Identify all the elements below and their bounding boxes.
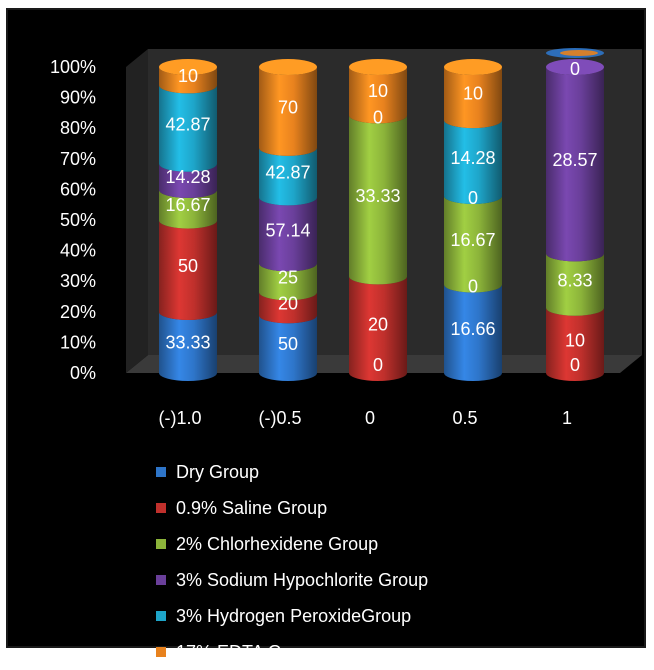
x-tick-label: (-)0.5 (258, 408, 301, 428)
y-tick-label: 50% (60, 210, 96, 230)
bar-dry-group-3 (444, 284, 502, 381)
bar-2-chlorhexidene-group-2 (349, 115, 407, 285)
column-top-cap (546, 59, 604, 75)
y-tick-label: 90% (60, 88, 96, 108)
data-label: 70 (278, 97, 298, 117)
y-tick-label: 30% (60, 271, 96, 291)
bar-2-chlorhexidene-group-1 (259, 263, 317, 301)
data-label: 0 (468, 277, 478, 297)
legend-swatch (156, 647, 166, 657)
legend-item: Dry Group (156, 454, 428, 490)
data-label: 8.33 (557, 271, 592, 291)
x-tick-label: 1 (562, 408, 572, 428)
data-label: 0 (570, 59, 580, 79)
legend-swatch (156, 539, 166, 549)
bar-17-edta-group-1 (259, 67, 317, 156)
x-tick-label: 0 (365, 408, 375, 428)
legend-swatch (156, 503, 166, 513)
legend-label: 17% EDTA Group (176, 641, 318, 662)
y-tick-label: 20% (60, 302, 96, 322)
side-wall (126, 49, 148, 373)
column-top-cap (444, 59, 502, 75)
legend-item: 0.9% Saline Group (156, 490, 428, 526)
bar-3-sodium-hypochlorite-group-0 (159, 163, 217, 198)
column-top-cap (159, 59, 217, 75)
y-tick-label: 40% (60, 241, 96, 261)
data-label: 16.67 (450, 230, 495, 250)
data-label: 16.66 (450, 319, 495, 339)
legend-item: 17% EDTA Group (156, 634, 428, 670)
x-tick-label: 0.5 (452, 408, 477, 428)
legend-label: 2% Chlorhexidene Group (176, 533, 379, 554)
bar-2-chlorhexidene-group-0 (159, 189, 217, 229)
bar-17-edta-group-0 (159, 67, 217, 94)
y-tick-label: 80% (60, 118, 96, 138)
data-label: 0 (468, 188, 478, 208)
data-label: 0 (373, 107, 383, 127)
y-tick-label: 0% (70, 363, 96, 383)
data-label: 20 (368, 315, 388, 335)
data-label: 10 (463, 84, 483, 104)
legend-label: 3% Hydrogen PeroxideGroup (176, 605, 412, 626)
bar-dry-group-1 (259, 315, 317, 381)
column-top-cap (349, 59, 407, 75)
bar-3-hydrogen-peroxidegroup-1 (259, 147, 317, 206)
bar-3-sodium-hypochlorite-group-4 (546, 67, 604, 262)
bar-2-chlorhexidene-group-3 (444, 195, 502, 293)
data-label: 20 (278, 294, 298, 314)
bar-3-hydrogen-peroxidegroup-3 (444, 120, 502, 204)
legend-swatch (156, 467, 166, 477)
legend-label: 0.9% Saline Group (176, 497, 328, 518)
bar-0-9-saline-group-0 (159, 220, 217, 320)
legend-label: Dry Group (176, 461, 260, 482)
y-tick-label: 100% (50, 57, 96, 77)
data-label: 0 (570, 355, 580, 375)
y-tick-label: 70% (60, 149, 96, 169)
stacked-3d-column-chart: 0% 10% 20% 30% 40% 50% 60% 70% 80% 90% 100% 33.33 50… (50, 48, 642, 428)
x-tick-label: (-)1.0 (158, 408, 201, 428)
legend-swatch (156, 611, 166, 621)
data-label: 42.87 (165, 115, 210, 135)
legend-swatch (156, 575, 166, 585)
bar-17-edta-group-3 (444, 67, 502, 129)
column-top-cap (259, 59, 317, 75)
data-label: 57.14 (265, 220, 310, 240)
data-label: 10 (178, 66, 198, 86)
data-label: 0 (373, 355, 383, 375)
data-label: 33.33 (355, 186, 400, 206)
data-label: 14.28 (450, 148, 495, 168)
data-label: 28.57 (552, 150, 597, 170)
data-label: 10 (368, 81, 388, 101)
data-label: 50 (178, 256, 198, 276)
bar-3-sodium-hypochlorite-group-1 (259, 197, 317, 272)
data-label: 10 (565, 330, 585, 350)
column-top-accent (560, 50, 598, 56)
y-tick-label: 60% (60, 179, 96, 199)
legend-label: 3% Sodium Hypochlorite Group (176, 569, 429, 590)
bar-dry-group-0 (159, 311, 217, 381)
data-label: 50 (278, 334, 298, 354)
bar-3-hydrogen-peroxidegroup-0 (159, 85, 217, 172)
chart-frame: 0% 10% 20% 30% 40% 50% 60% 70% 80% 90% 100% 33.33 50… (6, 8, 646, 662)
legend-item: 2% Chlorhexidene Group (156, 526, 428, 562)
bar-0-9-saline-group-2 (349, 276, 407, 381)
bar-2-chlorhexidene-group-4 (546, 253, 604, 316)
data-label: 33.33 (165, 332, 210, 352)
legend-item: 3% Sodium Hypochlorite Group (156, 562, 428, 598)
data-label: 16.67 (165, 195, 210, 215)
chart-legend: Dry Group 0.9% Saline Group 2% Chlorhexide… (156, 454, 428, 670)
legend-item: 3% Hydrogen PeroxideGroup (156, 598, 428, 634)
y-tick-label: 10% (60, 332, 96, 352)
data-label: 14.28 (165, 167, 210, 187)
bar-0-9-saline-group-1 (259, 292, 317, 324)
data-label: 42.87 (265, 163, 310, 183)
bar-0-9-saline-group-4 (546, 307, 604, 381)
data-label: 25 (278, 268, 298, 288)
bar-17-edta-group-2 (349, 67, 407, 124)
